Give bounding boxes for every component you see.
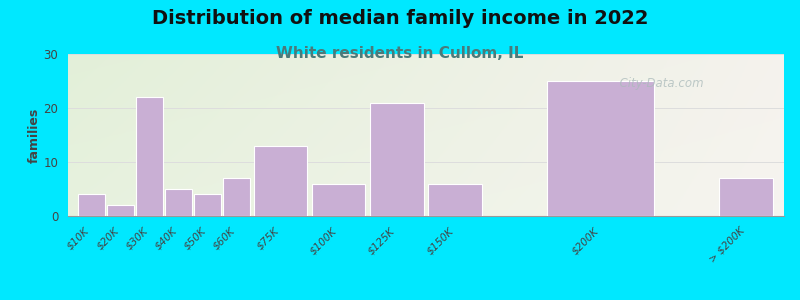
Bar: [254, 146, 307, 216]
Y-axis label: families: families: [28, 107, 41, 163]
Bar: [370, 103, 424, 216]
Bar: [166, 189, 192, 216]
Bar: [428, 184, 482, 216]
Bar: [547, 81, 654, 216]
Text: Distribution of median family income in 2022: Distribution of median family income in …: [152, 9, 648, 28]
Bar: [312, 184, 366, 216]
Bar: [194, 194, 221, 216]
Bar: [136, 97, 163, 216]
Bar: [719, 178, 773, 216]
Bar: [78, 194, 105, 216]
Bar: [107, 205, 134, 216]
Bar: [223, 178, 250, 216]
Text: White residents in Cullom, IL: White residents in Cullom, IL: [276, 46, 524, 62]
Text: City-Data.com: City-Data.com: [612, 77, 704, 90]
